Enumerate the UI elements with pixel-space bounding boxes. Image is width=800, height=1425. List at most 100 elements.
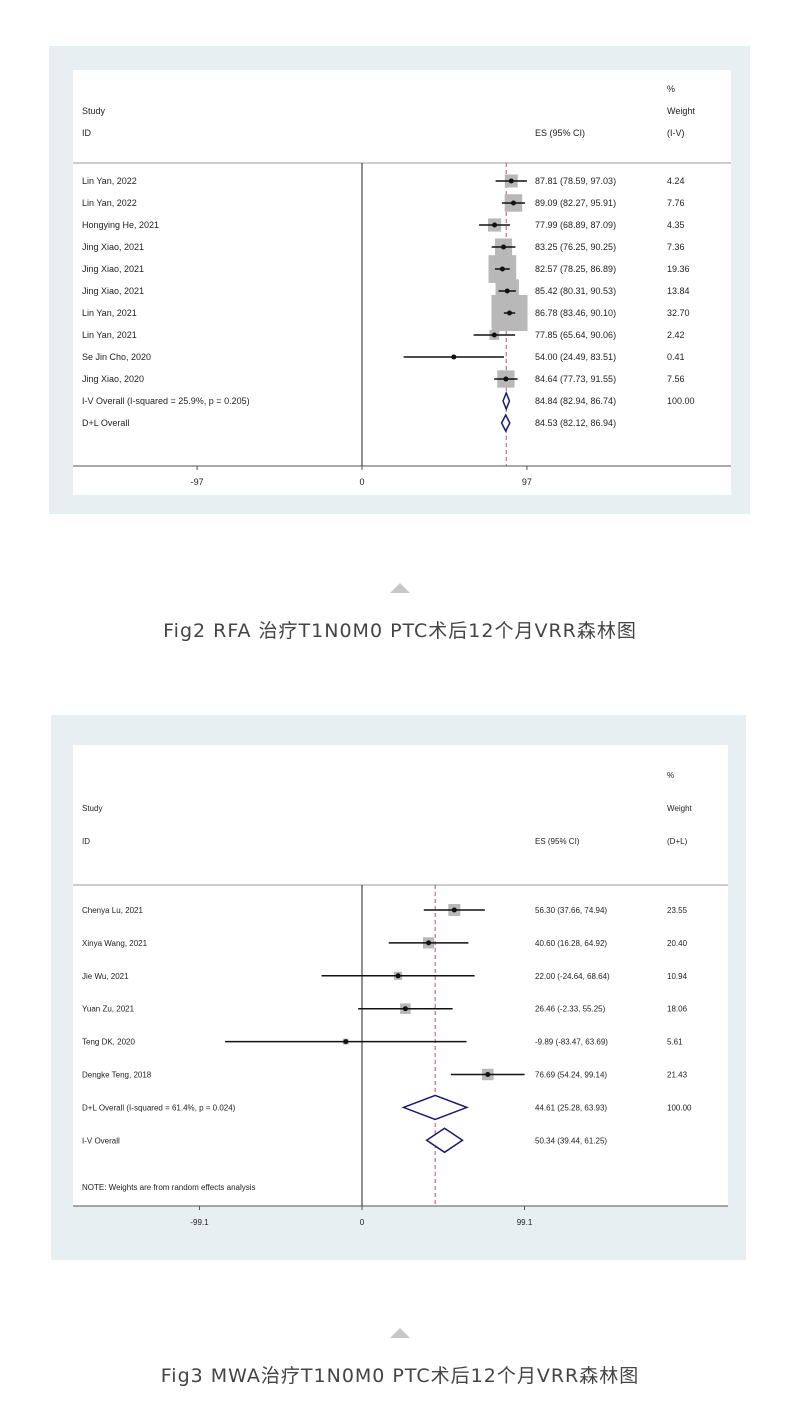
weight-text: 23.55	[667, 906, 688, 915]
point-estimate	[451, 354, 457, 360]
weight-text: 0.41	[667, 352, 685, 362]
header-percent: %	[667, 84, 675, 94]
header-weight: Weight	[667, 106, 695, 116]
x-tick-label: -99.1	[190, 1218, 209, 1227]
study-label: Jing Xiao, 2021	[82, 264, 144, 274]
es-ci-text: 87.81 (78.59, 97.03)	[535, 176, 616, 186]
weight-text: 10.94	[667, 972, 688, 981]
es-ci-text: 85.42 (80.31, 90.53)	[535, 286, 616, 296]
study-label: Jing Xiao, 2021	[82, 286, 144, 296]
overall-diamond	[500, 413, 511, 433]
x-tick-label: 0	[359, 477, 364, 487]
overall-diamond	[502, 390, 511, 412]
point-estimate	[395, 973, 401, 979]
point-estimate	[504, 288, 510, 294]
point-estimate	[508, 178, 514, 184]
point-estimate	[343, 1039, 349, 1045]
study-label: Yuan Zu, 2021	[82, 1005, 135, 1014]
weight-text: 32.70	[667, 308, 690, 318]
point-estimate	[426, 940, 432, 946]
weight-text: 13.84	[667, 286, 690, 296]
study-label: Jie Wu, 2021	[82, 972, 129, 981]
weight-text: 2.42	[667, 330, 685, 340]
es-ci-text: 44.61 (25.28, 63.93)	[535, 1103, 607, 1112]
study-label: Hongying He, 2021	[82, 220, 159, 230]
study-label: Jing Xiao, 2020	[82, 374, 144, 384]
study-label: Jing Xiao, 2021	[82, 242, 144, 252]
header-percent: %	[667, 771, 674, 780]
es-ci-text: 84.64 (77.73, 91.55)	[535, 374, 616, 384]
point-estimate	[510, 200, 516, 206]
overall-label: D+L Overall (I-squared = 61.4%, p = 0.02…	[82, 1103, 236, 1112]
header-es: ES (95% CI)	[535, 837, 580, 846]
header-es: ES (95% CI)	[535, 128, 585, 138]
weight-text: 20.40	[667, 939, 688, 948]
weight-text: 7.36	[667, 242, 685, 252]
point-estimate	[503, 376, 509, 382]
es-ci-text: 56.30 (37.66, 74.94)	[535, 906, 607, 915]
x-tick-label: 0	[360, 1218, 365, 1227]
overall-label: D+L Overall	[82, 418, 129, 428]
es-ci-text: 77.99 (68.89, 87.09)	[535, 220, 616, 230]
es-ci-text: 50.34 (39.44, 61.25)	[535, 1136, 607, 1145]
point-estimate	[492, 222, 498, 228]
study-label: Dengke Teng, 2018	[82, 1071, 152, 1080]
es-ci-text: 86.78 (83.46, 90.10)	[535, 308, 616, 318]
header-weight-type: (D+L)	[667, 837, 688, 846]
header-study: Study	[82, 106, 106, 116]
study-label: Lin Yan, 2021	[82, 330, 137, 340]
header-weight: Weight	[667, 804, 693, 813]
es-ci-text: 76.69 (54.24, 99.14)	[535, 1071, 607, 1080]
x-tick-label: -97	[191, 477, 204, 487]
caption-triangle-icon	[390, 1328, 410, 1338]
weight-text: 7.76	[667, 198, 685, 208]
header-id: ID	[82, 837, 90, 846]
study-label: Lin Yan, 2021	[82, 308, 137, 318]
study-label: Teng DK, 2020	[82, 1038, 135, 1047]
header-id: ID	[82, 128, 92, 138]
point-estimate	[501, 244, 507, 250]
weight-text: 7.56	[667, 374, 685, 384]
weight-text: 18.06	[667, 1005, 688, 1014]
es-ci-text: 84.84 (82.94, 86.74)	[535, 396, 616, 406]
es-ci-text: 40.60 (16.28, 64.92)	[535, 939, 607, 948]
note-text: NOTE: Weights are from random effects an…	[82, 1183, 256, 1192]
x-tick-label: 97	[522, 477, 532, 487]
study-label: Se Jin Cho, 2020	[82, 352, 151, 362]
overall-diamond	[425, 1127, 464, 1154]
weight-text: 21.43	[667, 1071, 688, 1080]
es-ci-text: 22.00 (-24.64, 68.64)	[535, 972, 610, 981]
weight-text: 5.61	[667, 1038, 683, 1047]
es-ci-text: 82.57 (78.25, 86.89)	[535, 264, 616, 274]
study-label: Xinya Wang, 2021	[82, 939, 148, 948]
study-label: Lin Yan, 2022	[82, 198, 137, 208]
caption-triangle-icon	[390, 583, 410, 593]
header-weight-type: (I-V)	[667, 128, 685, 138]
es-ci-text: 84.53 (82.12, 86.94)	[535, 418, 616, 428]
point-estimate	[491, 332, 497, 338]
weight-text: 4.24	[667, 176, 685, 186]
caption-fig3: Fig3 MWA治疗T1N0M0 PTC术后12个月VRR森林图	[160, 1365, 640, 1387]
es-ci-text: 26.46 (-2.33, 55.25)	[535, 1005, 606, 1014]
weight-text: 4.35	[667, 220, 685, 230]
overall-label: I-V Overall (I-squared = 25.9%, p = 0.20…	[82, 396, 250, 406]
overall-diamond	[401, 1094, 469, 1121]
point-estimate	[507, 310, 513, 316]
caption-fig2: Fig2 RFA 治疗T1N0M0 PTC术后12个月VRR森林图	[163, 620, 637, 642]
weight-text: 19.36	[667, 264, 690, 274]
weight-text: 100.00	[667, 396, 695, 406]
plot-area	[73, 70, 731, 495]
overall-label: I-V Overall	[82, 1136, 120, 1145]
point-estimate	[485, 1072, 491, 1077]
point-estimate	[402, 1006, 408, 1012]
study-label: Lin Yan, 2022	[82, 176, 137, 186]
study-label: Chenya Lu, 2021	[82, 906, 143, 915]
x-tick-label: 99.1	[517, 1218, 533, 1227]
point-estimate	[499, 266, 505, 272]
header-study: Study	[82, 804, 102, 813]
es-ci-text: 54.00 (24.49, 83.51)	[535, 352, 616, 362]
weight-text: 100.00	[667, 1103, 692, 1112]
es-ci-text: -9.89 (-83.47, 63.69)	[535, 1038, 608, 1047]
es-ci-text: 77.85 (65.64, 90.06)	[535, 330, 616, 340]
